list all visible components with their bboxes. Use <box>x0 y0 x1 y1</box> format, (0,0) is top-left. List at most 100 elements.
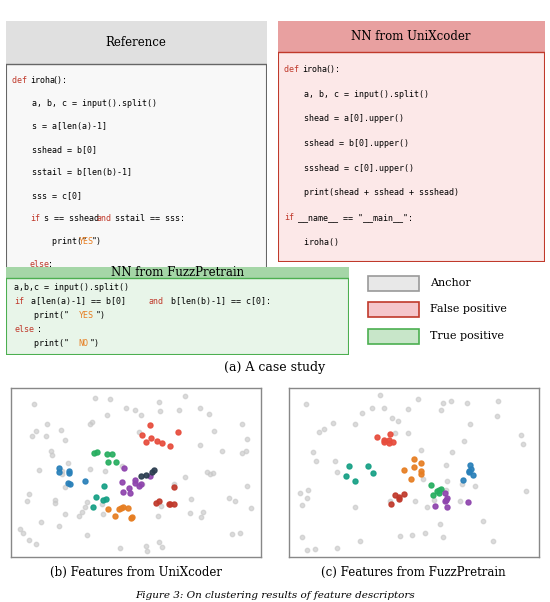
Point <box>118 502 127 512</box>
Text: print(": print(" <box>12 283 87 292</box>
Point <box>427 480 436 490</box>
Point <box>196 403 205 413</box>
Point <box>116 543 124 553</box>
Text: (b) Features from UniXcoder: (b) Features from UniXcoder <box>51 566 222 579</box>
Bar <box>367 276 419 291</box>
Text: a[len(a)-1] == b[0]: a[len(a)-1] == b[0] <box>26 297 131 306</box>
Point <box>170 479 179 489</box>
Point <box>83 497 92 507</box>
Point <box>368 468 377 478</box>
Point <box>442 461 450 470</box>
Point <box>150 465 158 475</box>
Point <box>115 504 124 514</box>
Point <box>465 461 474 470</box>
Point <box>242 434 251 444</box>
Point <box>91 393 100 403</box>
Point <box>138 430 146 440</box>
Point <box>465 420 474 429</box>
Point <box>119 487 128 497</box>
Point <box>155 537 164 547</box>
Point <box>104 504 113 514</box>
Point <box>89 503 97 512</box>
Text: a, b, c = input().split(): a, b, c = input().split() <box>12 99 157 108</box>
Point <box>186 495 195 504</box>
Text: if: if <box>284 213 294 222</box>
Text: and: and <box>96 214 112 223</box>
Text: "): ") <box>96 311 106 320</box>
Point <box>196 512 205 521</box>
Point <box>164 499 173 509</box>
Point <box>441 485 450 495</box>
Point <box>174 427 183 437</box>
Text: and: and <box>148 297 163 306</box>
Point <box>386 496 394 506</box>
Point <box>47 446 56 456</box>
Point <box>417 469 426 479</box>
Point <box>15 524 24 533</box>
Point <box>224 494 233 503</box>
Text: "): ") <box>92 237 102 246</box>
Point <box>78 507 87 517</box>
Point <box>169 482 178 492</box>
Point <box>464 497 472 507</box>
Point <box>54 521 63 531</box>
Point <box>447 396 455 406</box>
Point <box>166 441 174 451</box>
Point <box>106 394 114 404</box>
Point <box>86 464 95 474</box>
Point <box>493 411 502 421</box>
Point <box>470 482 479 491</box>
Point <box>90 448 98 458</box>
Point <box>64 458 73 468</box>
Point <box>153 510 162 520</box>
Point <box>32 539 41 548</box>
Point <box>417 459 426 468</box>
Point <box>384 438 393 448</box>
Point <box>126 514 135 523</box>
Point <box>386 429 394 439</box>
Text: sshead = b[0]: sshead = b[0] <box>12 145 97 154</box>
Point <box>342 471 350 480</box>
Point <box>128 512 136 522</box>
Point <box>235 528 244 538</box>
Text: __name__ == "__main__":: __name__ == "__main__": <box>21 306 141 315</box>
Point <box>142 470 151 480</box>
Point <box>488 536 497 545</box>
Point <box>431 501 440 510</box>
Point <box>437 405 446 415</box>
Text: Anchor: Anchor <box>430 278 471 288</box>
Point <box>124 504 133 514</box>
Point <box>28 432 36 441</box>
Point <box>443 476 452 486</box>
Point <box>387 498 395 508</box>
Point <box>103 457 112 467</box>
Point <box>87 417 96 427</box>
Point <box>403 404 412 414</box>
Point <box>210 426 219 436</box>
Point <box>64 478 73 488</box>
Point <box>441 489 449 498</box>
Point <box>417 466 426 476</box>
Point <box>218 446 227 456</box>
Text: ():: (): <box>325 65 340 74</box>
Point <box>75 511 84 521</box>
Point <box>80 477 89 486</box>
Point <box>57 469 66 479</box>
Text: Reference: Reference <box>106 36 167 49</box>
Point <box>403 428 412 438</box>
Point <box>237 419 246 429</box>
Point <box>155 397 163 407</box>
Point <box>25 489 34 499</box>
Point <box>455 497 464 506</box>
Text: if: if <box>30 214 40 223</box>
Point <box>231 496 240 506</box>
Point <box>408 530 416 540</box>
Point <box>64 466 73 476</box>
Point <box>103 450 112 459</box>
Bar <box>367 302 419 317</box>
Text: sshead = b[0].upper(): sshead = b[0].upper() <box>284 139 409 148</box>
Point <box>58 466 67 476</box>
Point <box>101 494 110 504</box>
Point <box>47 450 56 460</box>
Point <box>147 433 156 442</box>
